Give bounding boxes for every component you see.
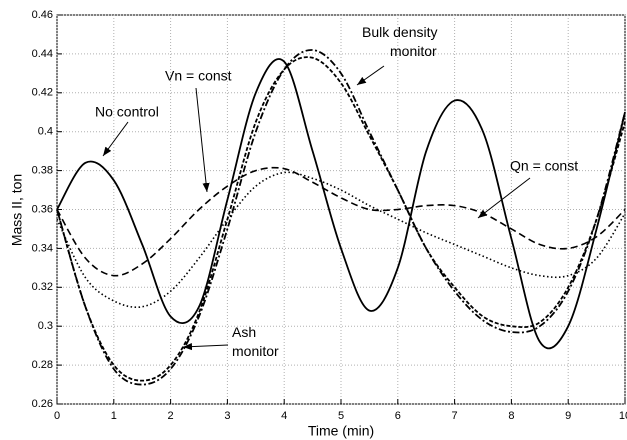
y-tick-label: 0.38 <box>32 165 53 177</box>
y-tick-label: 0.28 <box>32 359 53 371</box>
x-tick-label: 2 <box>168 410 174 422</box>
arrow <box>356 65 385 86</box>
y-tick-label: 0.34 <box>32 242 53 254</box>
arrow <box>182 343 229 351</box>
y-axis-label: Mass II, ton <box>9 174 25 246</box>
x-tick-label: 8 <box>508 410 514 422</box>
y-tick-label: 0.44 <box>32 48 53 60</box>
x-tick-label: 10 <box>619 410 627 422</box>
annotation: Vn = const <box>165 68 232 84</box>
y-tick-label: 0.3 <box>38 320 53 332</box>
x-tick-label: 0 <box>54 410 60 422</box>
annotation: Ash monitor <box>232 324 279 359</box>
y-tick-label: 0.32 <box>32 281 53 293</box>
arrow <box>477 177 531 219</box>
x-tick-label: 3 <box>224 410 230 422</box>
x-tick-label: 1 <box>111 410 117 422</box>
x-tick-label: 7 <box>452 410 458 422</box>
x-tick-label: 9 <box>565 410 571 422</box>
y-tick-label: 0.42 <box>32 87 53 99</box>
x-tick-label: 4 <box>281 410 287 422</box>
series-line <box>56 166 626 277</box>
annotation: Bulk density monitor <box>362 24 437 59</box>
y-tick-label: 0.4 <box>38 126 53 138</box>
grid <box>56 14 626 405</box>
y-tick-label: 0.26 <box>32 398 53 410</box>
annotation: No control <box>95 104 159 120</box>
lines <box>56 49 626 386</box>
y-tick-label: 0.46 <box>32 9 53 21</box>
arrow <box>195 87 210 193</box>
series-line <box>56 56 626 382</box>
x-axis-label: Time (min) <box>308 423 374 439</box>
series-line <box>56 49 626 386</box>
series-line <box>56 171 626 309</box>
y-tick-label: 0.36 <box>32 203 53 215</box>
x-tick-label: 6 <box>395 410 401 422</box>
annotation: Qn = const <box>510 158 578 174</box>
arrow <box>102 121 129 157</box>
x-tick-label: 5 <box>338 410 344 422</box>
series-line <box>56 58 626 350</box>
